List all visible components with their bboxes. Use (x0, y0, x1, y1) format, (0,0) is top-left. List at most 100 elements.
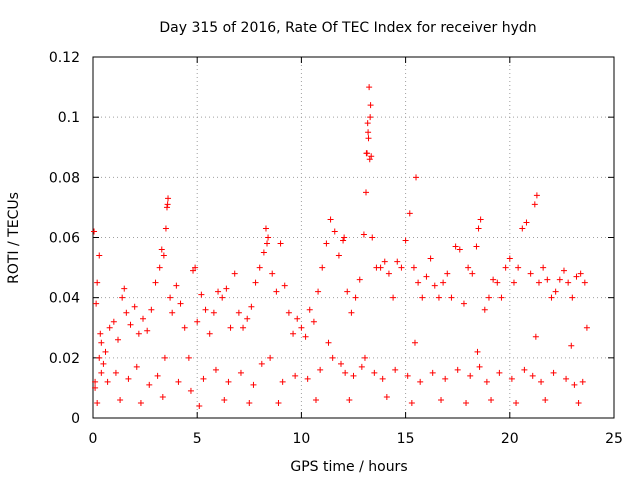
data-point (423, 273, 430, 280)
data-point (244, 315, 251, 322)
data-point (535, 279, 542, 286)
data-point (164, 201, 171, 208)
chart-title: Day 315 of 2016, Rate Of TEC Index for r… (159, 20, 536, 36)
data-point (490, 276, 497, 283)
y-tick-label: 0.1 (58, 110, 80, 126)
data-point (363, 150, 370, 157)
data-point (523, 219, 530, 226)
data-point (152, 279, 159, 286)
data-point (162, 225, 169, 232)
data-point (402, 237, 409, 244)
data-point (275, 399, 282, 406)
data-point (158, 246, 165, 253)
data-point (227, 324, 234, 331)
data-point (192, 264, 199, 271)
data-point (513, 399, 520, 406)
data-point (533, 192, 540, 199)
data-point (476, 363, 483, 370)
data-point (510, 279, 517, 286)
data-point (406, 210, 413, 217)
data-point (104, 378, 111, 385)
data-point (435, 294, 442, 301)
data-point (583, 324, 590, 331)
data-point (365, 129, 372, 136)
x-axis-label: GPS time / hours (290, 459, 407, 475)
data-point (460, 300, 467, 307)
data-point (394, 258, 401, 265)
data-point (538, 378, 545, 385)
data-point (483, 378, 490, 385)
data-point (552, 288, 559, 295)
data-point (502, 264, 509, 271)
data-point (323, 240, 330, 247)
y-tick-label: 0.04 (49, 291, 80, 307)
data-point (444, 270, 451, 277)
data-point (219, 294, 226, 301)
data-point (385, 270, 392, 277)
data-point (411, 339, 418, 346)
data-point (310, 318, 317, 325)
data-point (341, 234, 348, 241)
data-point (304, 375, 311, 382)
data-point (473, 243, 480, 250)
data-point (264, 240, 271, 247)
data-point (167, 294, 174, 301)
data-point (463, 399, 470, 406)
data-point (404, 372, 411, 379)
data-point (200, 375, 207, 382)
data-point (361, 354, 368, 361)
data-point (137, 399, 144, 406)
data-point (352, 294, 359, 301)
data-point (346, 396, 353, 403)
data-point (498, 294, 505, 301)
data-point (148, 306, 155, 313)
data-point (550, 369, 557, 376)
data-point (156, 264, 163, 271)
data-point (144, 327, 151, 334)
data-point (112, 369, 119, 376)
data-point (413, 174, 420, 181)
data-point (398, 264, 405, 271)
data-point (379, 375, 386, 382)
y-tick-label: 0.08 (49, 170, 80, 186)
data-point (408, 399, 415, 406)
data-point (97, 330, 104, 337)
data-point (96, 354, 103, 361)
data-point (577, 270, 584, 277)
data-point (571, 381, 578, 388)
data-point (368, 153, 375, 160)
data-point (335, 252, 342, 259)
data-point (529, 372, 536, 379)
data-point (331, 228, 338, 235)
data-point (290, 330, 297, 337)
data-point (127, 321, 134, 328)
data-point (198, 291, 205, 298)
data-point (390, 294, 397, 301)
data-point (556, 276, 563, 283)
data-point (154, 372, 161, 379)
data-point (250, 381, 257, 388)
data-point (317, 366, 324, 373)
data-point (488, 396, 495, 403)
y-tick-label: 0.12 (49, 50, 80, 66)
data-point (312, 396, 319, 403)
data-point (161, 354, 168, 361)
data-point (185, 354, 192, 361)
data-point (565, 279, 572, 286)
data-point (392, 366, 399, 373)
y-axis-label: ROTI / TECUs (6, 192, 22, 284)
data-point (285, 309, 292, 316)
data-point (256, 264, 263, 271)
data-point (93, 300, 100, 307)
data-point (367, 114, 374, 121)
data-point (454, 366, 461, 373)
data-point (448, 294, 455, 301)
data-point (98, 339, 105, 346)
data-point (169, 309, 176, 316)
data-point (467, 372, 474, 379)
data-point (279, 378, 286, 385)
data-point (91, 228, 98, 235)
data-point (231, 270, 238, 277)
data-point (440, 279, 447, 286)
data-point (225, 378, 232, 385)
